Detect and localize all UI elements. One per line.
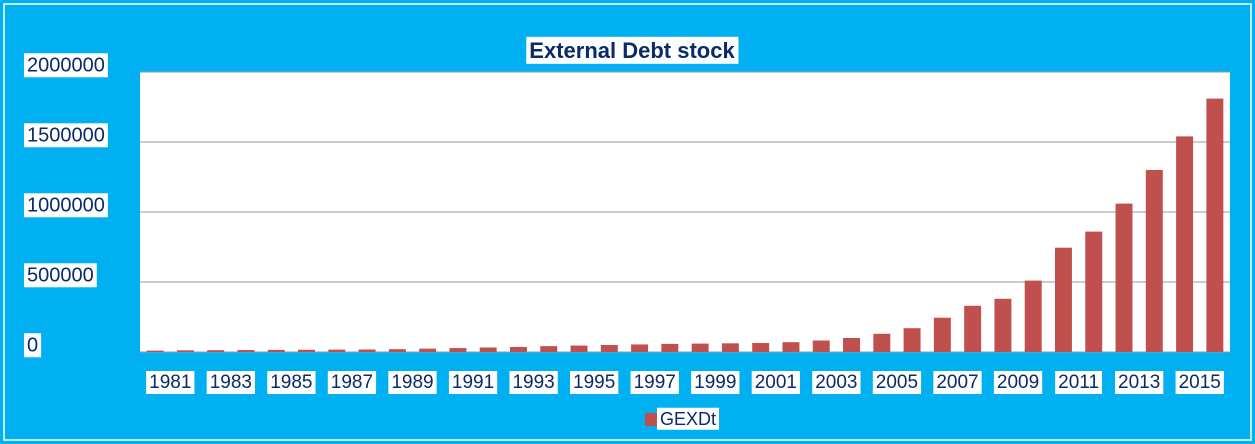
x-tick-label: 1981 — [149, 372, 191, 393]
x-tick-label: 1997 — [634, 372, 676, 393]
label-box — [267, 371, 316, 395]
x-tick-label: 2003 — [815, 372, 857, 393]
bar — [1085, 231, 1103, 352]
bar — [782, 342, 800, 352]
x-tick-label: 1985 — [270, 372, 312, 393]
bar — [1145, 170, 1163, 352]
x-tick-label: 2007 — [936, 372, 978, 393]
y-tick-label: 1000000 — [27, 194, 105, 216]
x-tick-label: 2015 — [1179, 372, 1221, 393]
label-box — [570, 371, 619, 395]
bar — [964, 305, 982, 352]
bar — [994, 298, 1012, 352]
bar — [752, 343, 770, 352]
label-box — [657, 407, 720, 430]
bar — [298, 349, 316, 352]
label-box — [509, 371, 558, 395]
label-box — [751, 371, 800, 395]
bar — [1176, 136, 1194, 352]
bar — [267, 349, 285, 352]
label-box — [24, 333, 42, 358]
label-box — [448, 371, 498, 395]
x-tick-label: 1993 — [512, 372, 554, 393]
label-box — [146, 371, 195, 395]
x-tick-label: 2009 — [997, 372, 1039, 393]
x-tick-label: 2001 — [755, 372, 797, 393]
legend-swatch — [645, 413, 658, 426]
y-tick-label: 2000000 — [27, 54, 105, 76]
bar — [903, 328, 921, 352]
bar — [176, 350, 194, 352]
label-box — [933, 371, 982, 395]
bar — [479, 347, 497, 352]
bar — [691, 343, 709, 352]
x-tick-label: 1995 — [573, 372, 615, 393]
label-box — [872, 371, 922, 395]
bar — [419, 348, 437, 352]
bar — [1054, 247, 1072, 352]
label-box — [388, 371, 437, 395]
label-box — [1115, 371, 1164, 395]
bar — [509, 346, 527, 352]
x-tick-label: 1991 — [452, 372, 494, 393]
label-box — [24, 53, 108, 78]
y-tick-label: 0 — [27, 334, 38, 356]
chart-title: External Debt stock — [529, 38, 735, 63]
bar — [721, 343, 739, 352]
label-box — [24, 123, 108, 148]
label-box — [630, 371, 679, 395]
x-tick-label: 2005 — [876, 372, 918, 393]
bar — [146, 350, 164, 352]
label-box — [24, 263, 97, 288]
bar — [873, 333, 891, 352]
x-tick-label: 1999 — [694, 372, 736, 393]
x-tick-label: 2013 — [1118, 372, 1160, 393]
label-box — [1175, 371, 1224, 395]
bar — [1024, 280, 1042, 352]
label-box — [24, 193, 108, 218]
bar — [631, 344, 649, 352]
legend-label: GEXDt — [660, 409, 716, 429]
bar — [812, 340, 830, 352]
bar — [358, 349, 376, 352]
label-box — [1055, 371, 1103, 395]
bar — [570, 345, 588, 352]
x-tick-label: 1989 — [391, 372, 433, 393]
bar — [328, 349, 346, 352]
frame — [3, 3, 1252, 441]
label-box — [691, 371, 740, 395]
label-box — [812, 371, 861, 395]
label-box — [327, 371, 377, 395]
bar — [600, 345, 618, 352]
bar — [1206, 98, 1224, 352]
label-box — [206, 371, 255, 395]
bar — [1115, 203, 1133, 352]
y-tick-label: 1500000 — [27, 124, 105, 146]
bar — [540, 346, 558, 352]
x-tick-label: 2011 — [1058, 372, 1099, 393]
bar — [661, 343, 679, 352]
bar — [207, 350, 225, 352]
bar — [843, 338, 861, 352]
label-box — [526, 36, 739, 64]
x-tick-label: 1983 — [210, 372, 252, 393]
bar — [933, 317, 951, 352]
x-tick-label: 1987 — [331, 372, 373, 393]
label-box — [993, 371, 1043, 395]
y-tick-label: 500000 — [27, 264, 94, 286]
bar — [237, 350, 255, 352]
bar — [449, 348, 467, 352]
bar — [388, 349, 406, 352]
